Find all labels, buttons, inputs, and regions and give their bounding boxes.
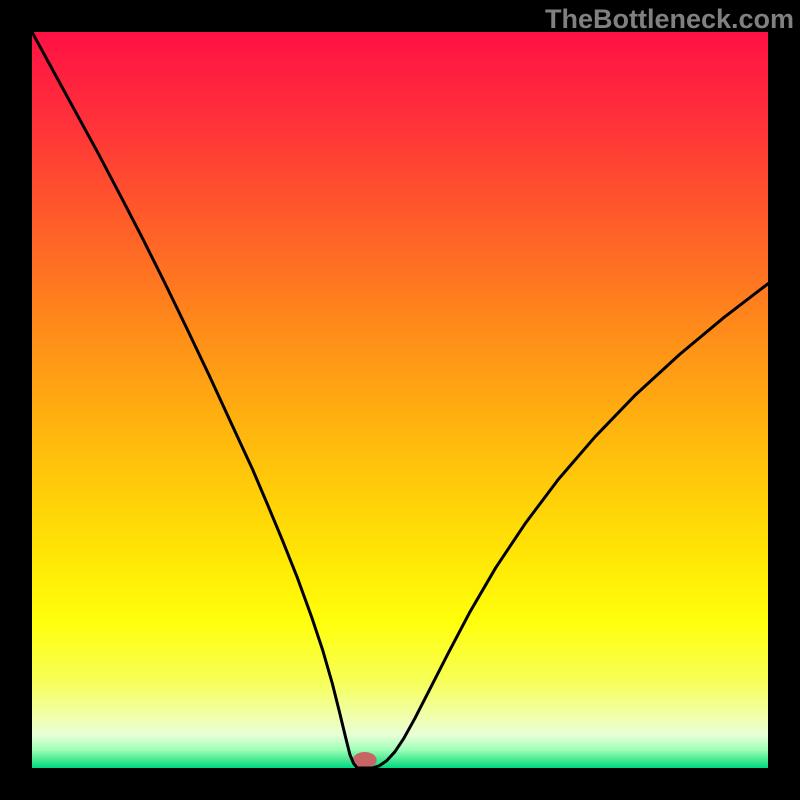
chart-plot-area — [32, 32, 768, 768]
chart-background — [32, 32, 768, 768]
chart-svg — [32, 32, 768, 768]
watermark-text: TheBottleneck.com — [545, 4, 794, 35]
